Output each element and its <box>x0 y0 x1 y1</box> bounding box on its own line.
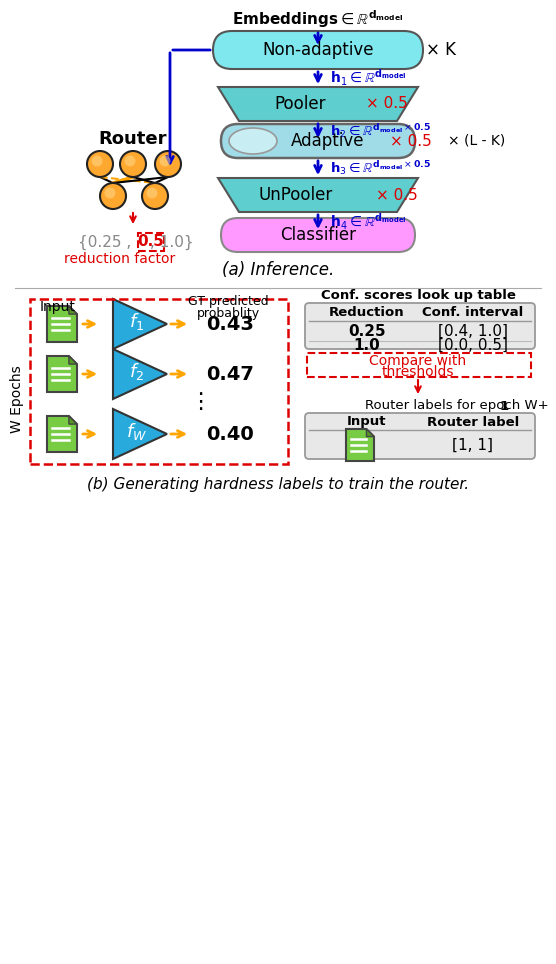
Text: W Epochs: W Epochs <box>10 365 24 433</box>
Text: $\mathbf{h}_4 \in \mathbb{R}^{\mathbf{d_{model}}}$: $\mathbf{h}_4 \in \mathbb{R}^{\mathbf{d_… <box>330 212 406 232</box>
Text: $\mathbf{h}_1 \in \mathbb{R}^{\mathbf{d_{model}}}$: $\mathbf{h}_1 \in \mathbb{R}^{\mathbf{d_… <box>330 67 406 88</box>
Polygon shape <box>113 299 167 349</box>
Circle shape <box>160 155 171 167</box>
Text: 1: 1 <box>500 399 509 413</box>
Text: (a) Inference.: (a) Inference. <box>222 261 334 279</box>
Polygon shape <box>218 87 418 121</box>
Text: × K: × K <box>426 41 456 59</box>
Text: Input: Input <box>40 300 76 314</box>
Text: Router: Router <box>99 130 167 148</box>
Text: $f_{2}$: $f_{2}$ <box>128 361 144 382</box>
Text: , 1.0}: , 1.0} <box>150 234 193 250</box>
FancyBboxPatch shape <box>221 218 415 252</box>
Circle shape <box>120 151 146 177</box>
Text: [0.0, 0.5]: [0.0, 0.5] <box>438 337 508 353</box>
Text: × 0.5: × 0.5 <box>376 188 418 202</box>
Text: Conf. interval: Conf. interval <box>423 307 524 319</box>
Text: Input: Input <box>348 415 387 429</box>
FancyBboxPatch shape <box>213 31 423 69</box>
Text: Non-adaptive: Non-adaptive <box>262 41 374 59</box>
Text: Router label: Router label <box>427 415 519 429</box>
Polygon shape <box>47 356 77 392</box>
Text: 0.25: 0.25 <box>348 324 386 338</box>
FancyBboxPatch shape <box>305 303 535 349</box>
Text: thresholds: thresholds <box>382 365 454 379</box>
Circle shape <box>147 188 157 199</box>
Text: (b) Generating hardness labels to train the router.: (b) Generating hardness labels to train … <box>87 476 469 492</box>
Text: $\mathbf{h}_3 \in \mathbb{R}^{\mathbf{d_{model}}\times\mathbf{0.5}}$: $\mathbf{h}_3 \in \mathbb{R}^{\mathbf{d_… <box>330 159 431 177</box>
Polygon shape <box>366 429 374 437</box>
Circle shape <box>100 183 126 209</box>
Text: × 0.5: × 0.5 <box>366 96 408 112</box>
Text: [0.4, 1.0]: [0.4, 1.0] <box>438 324 508 338</box>
Text: [1, 1]: [1, 1] <box>453 438 494 452</box>
Text: Conf. scores look up table: Conf. scores look up table <box>321 289 515 303</box>
Text: reduction factor: reduction factor <box>64 252 176 266</box>
Text: Classifier: Classifier <box>280 226 356 244</box>
Text: 0.43: 0.43 <box>206 314 254 334</box>
Text: 1.0: 1.0 <box>354 337 380 353</box>
FancyBboxPatch shape <box>221 124 415 158</box>
Polygon shape <box>69 356 77 364</box>
Text: × 0.5: × 0.5 <box>390 133 432 148</box>
Text: {0.25 ,: {0.25 , <box>78 234 131 250</box>
Ellipse shape <box>229 128 277 154</box>
Text: $\mathbf{h}_2 \in \mathbb{R}^{\mathbf{d_{model}}\times\mathbf{0.5}}$: $\mathbf{h}_2 \in \mathbb{R}^{\mathbf{d_… <box>330 122 431 140</box>
Text: Reduction: Reduction <box>329 307 405 319</box>
Polygon shape <box>113 349 167 399</box>
Circle shape <box>142 183 168 209</box>
Text: Router labels for epoch W+: Router labels for epoch W+ <box>365 399 549 413</box>
FancyBboxPatch shape <box>305 413 535 459</box>
Polygon shape <box>47 416 77 452</box>
Circle shape <box>155 151 181 177</box>
Text: $f_{W}$: $f_{W}$ <box>126 420 147 442</box>
FancyBboxPatch shape <box>138 233 164 251</box>
Text: UnPooler: UnPooler <box>259 186 333 204</box>
Text: probablity: probablity <box>196 307 260 319</box>
Polygon shape <box>69 306 77 314</box>
Text: 0.40: 0.40 <box>206 424 254 443</box>
Text: Adaptive: Adaptive <box>291 132 365 150</box>
Circle shape <box>92 155 102 167</box>
Text: Compare with: Compare with <box>369 354 466 368</box>
Polygon shape <box>47 306 77 342</box>
Text: 0.47: 0.47 <box>206 364 254 384</box>
Circle shape <box>105 188 116 199</box>
Text: $f_{1}$: $f_{1}$ <box>128 310 144 332</box>
Text: GT predicted: GT predicted <box>188 296 269 308</box>
Text: $\mathbf{Embeddings} \in \mathbb{R}^{\mathbf{d_{model}}}$: $\mathbf{Embeddings} \in \mathbb{R}^{\ma… <box>232 8 404 30</box>
Text: Pooler: Pooler <box>274 95 326 113</box>
Polygon shape <box>69 416 77 424</box>
Polygon shape <box>346 429 374 461</box>
Text: × (L - K): × (L - K) <box>448 134 505 148</box>
Text: ⋮: ⋮ <box>189 392 211 412</box>
Circle shape <box>125 155 136 167</box>
Polygon shape <box>218 178 418 212</box>
Polygon shape <box>113 409 167 459</box>
Text: 0.5: 0.5 <box>137 234 165 250</box>
Circle shape <box>87 151 113 177</box>
